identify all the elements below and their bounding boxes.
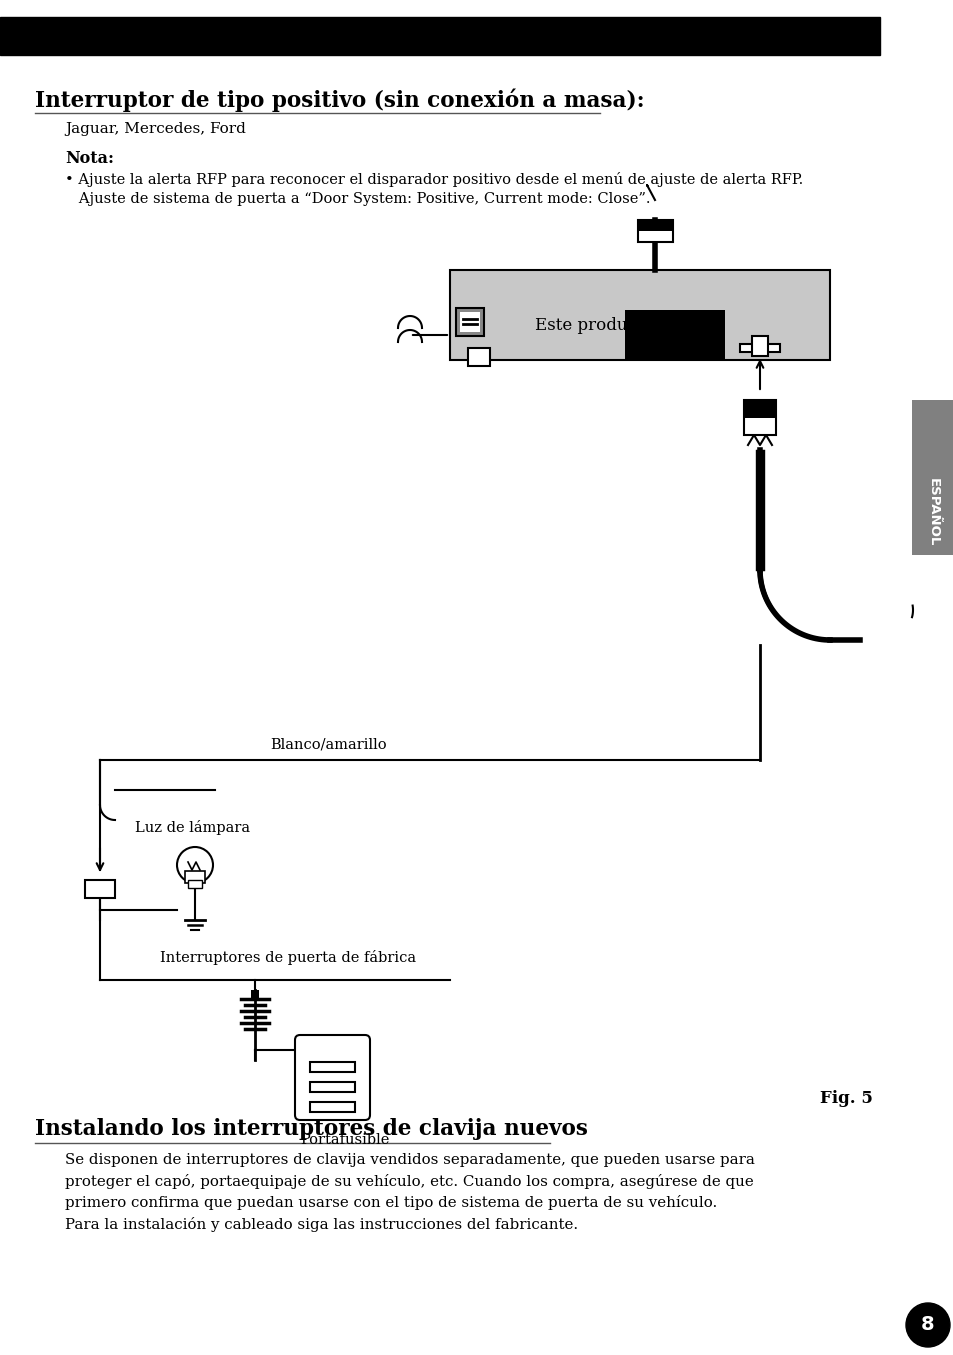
Bar [188, 879, 202, 888]
Text: 8: 8 [921, 1316, 934, 1335]
Text: Fig. 5: Fig. 5 [820, 1089, 872, 1107]
Bar [310, 1062, 355, 1072]
Text: Instalando los interruptores de clavija nuevos: Instalando los interruptores de clavija … [35, 1118, 587, 1140]
Bar [751, 336, 767, 356]
Bar [185, 871, 205, 883]
Text: Este producto: Este producto [535, 317, 653, 333]
Bar [740, 344, 780, 352]
Circle shape [905, 1304, 949, 1347]
Bar [743, 400, 775, 435]
Bar [310, 1083, 355, 1092]
Bar [624, 310, 724, 360]
Bar [251, 991, 258, 999]
Text: Portafusible: Portafusible [299, 1133, 389, 1146]
Text: ESPAÑOL: ESPAÑOL [925, 478, 939, 546]
Bar [911, 400, 953, 556]
Text: Jaguar, Mercedes, Ford: Jaguar, Mercedes, Ford [65, 122, 246, 136]
Bar [459, 312, 479, 332]
FancyBboxPatch shape [294, 1035, 370, 1121]
Text: Se disponen de interruptores de clavija vendidos separadamente, que pueden usars: Se disponen de interruptores de clavija … [65, 1153, 754, 1232]
Bar [638, 220, 672, 243]
Text: Nota:: Nota: [65, 150, 113, 167]
Bar [310, 1102, 355, 1112]
Bar [468, 348, 490, 366]
Circle shape [177, 847, 213, 883]
Text: Interruptores de puerta de fábrica: Interruptores de puerta de fábrica [160, 950, 416, 965]
Bar [85, 879, 115, 898]
Bar [450, 270, 829, 360]
Text: • Ajuste la alerta RFP para reconocer el disparador positivo desde el menú de aj: • Ajuste la alerta RFP para reconocer el… [65, 172, 802, 206]
Bar [743, 401, 775, 417]
Bar [0, 18, 879, 56]
Bar [638, 220, 672, 230]
Text: Luz de lámpara: Luz de lámpara [135, 820, 250, 835]
Bar [456, 308, 483, 336]
Text: Interruptor de tipo positivo (sin conexión a masa):: Interruptor de tipo positivo (sin conexi… [35, 88, 644, 111]
Text: Blanco/amarillo: Blanco/amarillo [270, 738, 386, 752]
